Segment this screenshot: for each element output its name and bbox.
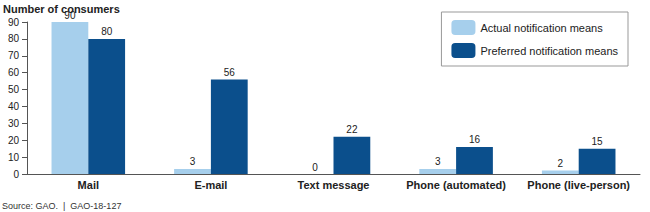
svg-text:50: 50 bbox=[8, 84, 20, 95]
svg-text:Source: GAO. | GAO-18-127: Source: GAO. | GAO-18-127 bbox=[2, 201, 121, 211]
svg-text:10: 10 bbox=[8, 152, 20, 163]
svg-text:3: 3 bbox=[190, 156, 196, 167]
svg-text:15: 15 bbox=[592, 136, 604, 147]
svg-text:Mail: Mail bbox=[78, 179, 99, 191]
svg-text:56: 56 bbox=[224, 67, 236, 78]
svg-text:2: 2 bbox=[558, 158, 564, 169]
svg-text:Number of consumers: Number of consumers bbox=[3, 3, 120, 15]
svg-text:70: 70 bbox=[8, 50, 20, 61]
svg-text:3: 3 bbox=[435, 156, 441, 167]
svg-text:90: 90 bbox=[8, 17, 20, 28]
svg-text:Text message: Text message bbox=[298, 179, 370, 191]
svg-text:80: 80 bbox=[8, 33, 20, 44]
svg-text:90: 90 bbox=[64, 10, 76, 21]
svg-text:0: 0 bbox=[13, 169, 19, 180]
svg-text:E-mail: E-mail bbox=[194, 179, 227, 191]
svg-text:Phone (automated): Phone (automated) bbox=[406, 179, 506, 191]
svg-text:60: 60 bbox=[8, 67, 20, 78]
svg-text:22: 22 bbox=[346, 124, 358, 135]
svg-text:Actual notification means: Actual notification means bbox=[480, 22, 603, 34]
svg-text:40: 40 bbox=[8, 101, 20, 112]
svg-text:Preferred notification means: Preferred notification means bbox=[480, 45, 618, 57]
svg-text:80: 80 bbox=[101, 26, 113, 37]
svg-text:16: 16 bbox=[469, 134, 481, 145]
svg-text:Phone (live-person): Phone (live-person) bbox=[527, 179, 630, 191]
svg-text:20: 20 bbox=[8, 135, 20, 146]
svg-text:0: 0 bbox=[312, 162, 318, 173]
svg-text:30: 30 bbox=[8, 118, 20, 129]
